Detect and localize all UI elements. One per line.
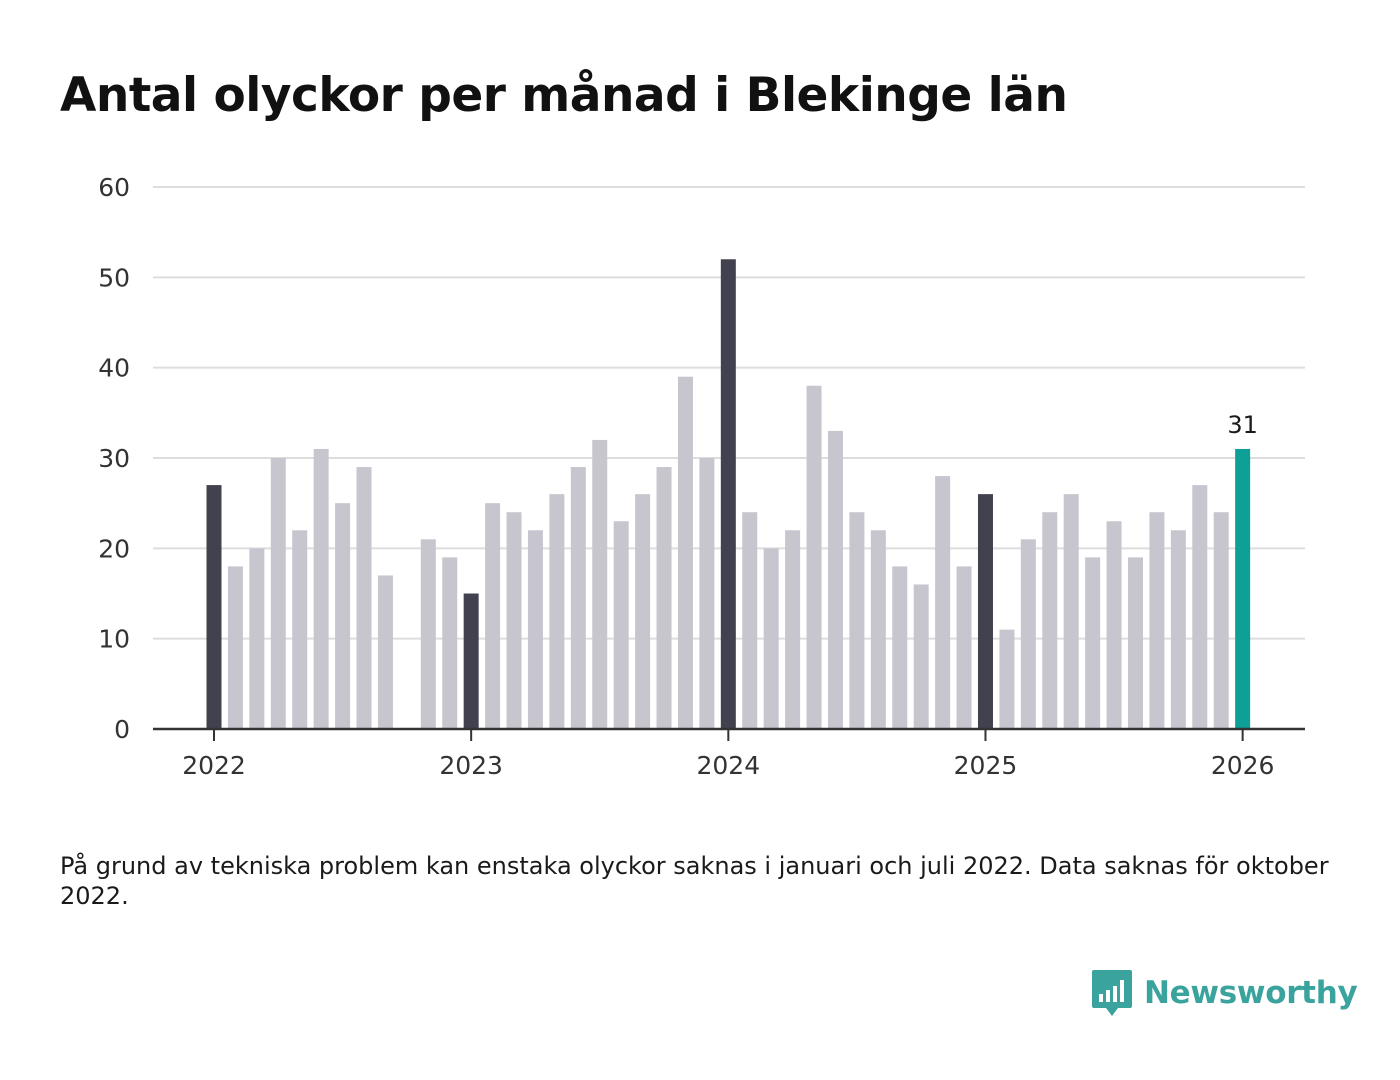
footnote: På grund av tekniska problem kan enstaka… — [60, 852, 1329, 910]
bar-2023-11 — [677, 376, 693, 729]
bar-2023-12 — [699, 458, 715, 729]
bar-2025-07 — [1106, 521, 1122, 729]
x-tick-label: 2025 — [954, 751, 1018, 780]
bars — [206, 259, 1251, 729]
bar-2022-12 — [442, 557, 458, 729]
axes — [153, 727, 1305, 741]
bar-2025-09 — [1149, 512, 1165, 729]
x-tick-label: 2023 — [439, 751, 503, 780]
bar-2022-06 — [313, 448, 329, 729]
bar-2023-01 — [463, 593, 479, 729]
y-tick-label: 50 — [98, 263, 130, 292]
y-tick-label: 10 — [98, 625, 130, 654]
bar-2025-03 — [1020, 539, 1036, 729]
bar-2025-01 — [977, 494, 993, 729]
bar-2023-03 — [506, 512, 522, 729]
y-tick-label: 0 — [114, 715, 130, 744]
bar-2023-08 — [613, 521, 629, 729]
bar-2024-01 — [720, 259, 736, 729]
y-tick-label: 40 — [98, 354, 130, 383]
chart-title: Antal olyckor per månad i Blekinge län — [60, 68, 1068, 123]
bar-2025-11 — [1192, 485, 1208, 729]
bar-2024-05 — [806, 385, 822, 729]
bar-2024-03 — [763, 548, 779, 729]
bar-2025-04 — [1042, 512, 1058, 729]
bar-2025-08 — [1127, 557, 1143, 729]
bar-2024-11 — [935, 476, 951, 729]
bar-2022-11 — [420, 539, 436, 729]
latest-value-label: 31 — [1227, 411, 1258, 439]
bar-2025-10 — [1170, 530, 1186, 729]
bar-2026-01 — [1235, 448, 1251, 729]
bar-2024-06 — [827, 430, 843, 729]
labels: 0 10 20 30 40 50 60 2022 2023 2024 2025 2026 31 — [98, 173, 1274, 780]
y-tick-label: 60 — [98, 173, 130, 202]
bar-2022-09 — [377, 575, 393, 729]
bar-2024-08 — [870, 530, 886, 729]
x-tick-label: 2024 — [697, 751, 761, 780]
bar-2022-08 — [356, 467, 372, 729]
bar-2024-09 — [892, 566, 908, 729]
bar-2024-12 — [956, 566, 972, 729]
y-tick-label: 20 — [98, 534, 130, 563]
x-tick-label: 2026 — [1211, 751, 1275, 780]
bar-2024-10 — [913, 584, 929, 729]
bar-2023-06 — [570, 467, 586, 729]
bar-2022-07 — [335, 503, 351, 729]
bar-2024-07 — [849, 512, 865, 729]
bar-chart-speech-bubble-icon — [1092, 970, 1132, 1016]
brand-name: Newsworthy — [1144, 975, 1358, 1011]
bar-2025-02 — [999, 629, 1015, 729]
bar-2023-09 — [635, 494, 651, 729]
bar-2025-05 — [1063, 494, 1079, 729]
bar-2022-04 — [270, 458, 286, 729]
x-tick-label: 2022 — [182, 751, 246, 780]
bar-2023-02 — [485, 503, 501, 729]
bar-2022-05 — [292, 530, 308, 729]
bar-2025-06 — [1085, 557, 1101, 729]
y-tick-label: 30 — [98, 444, 130, 473]
bar-chart: 0 10 20 30 40 50 60 2022 2023 2024 2025 2026 31 — [98, 173, 1305, 780]
bar-2023-05 — [549, 494, 565, 729]
bar-2024-02 — [742, 512, 758, 729]
bar-2023-07 — [592, 439, 608, 729]
bar-2025-12 — [1213, 512, 1229, 729]
bar-2022-01 — [206, 485, 222, 729]
bar-2022-03 — [249, 548, 265, 729]
brand-logo[interactable]: Newsworthy — [1090, 968, 1358, 1018]
bar-2024-04 — [785, 530, 801, 729]
bar-2022-02 — [227, 566, 243, 729]
bar-2023-04 — [527, 530, 543, 729]
bar-2023-10 — [656, 467, 672, 729]
